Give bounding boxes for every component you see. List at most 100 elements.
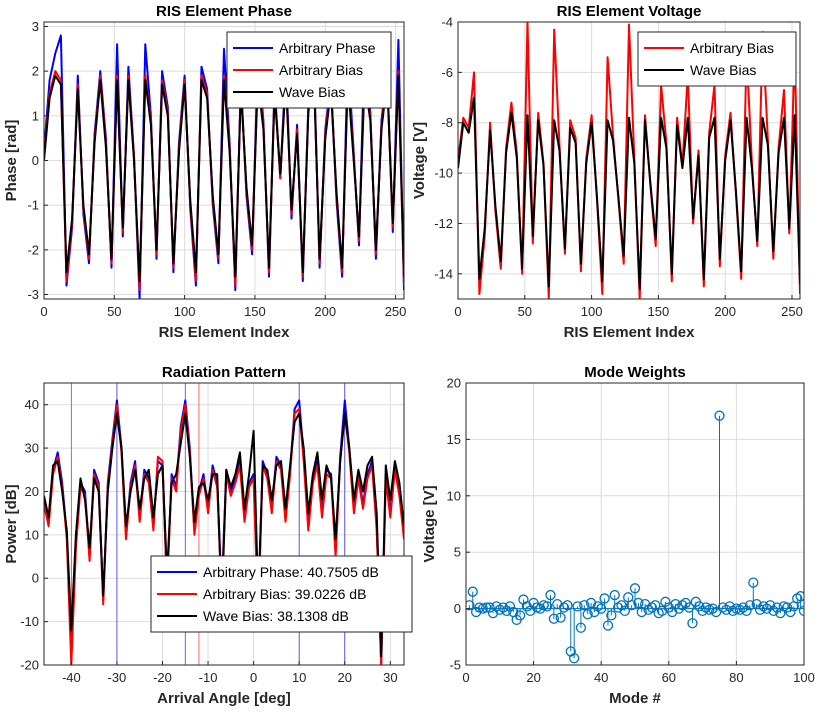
modes-marker-88 (761, 603, 772, 614)
modes-marker-12 (504, 601, 516, 612)
phase-ytick-label-6: 3 (32, 19, 39, 34)
radiation-xtick-label-4: 0 (250, 670, 257, 685)
modes-marker-84 (748, 577, 759, 588)
phase-xlabel: RIS Element Index (159, 324, 291, 341)
voltage-ytick-label-1: -12 (434, 216, 453, 231)
voltage-series-1 (458, 96, 800, 290)
voltage-legend-box (637, 31, 797, 87)
radiation-ytick-label-5: 30 (25, 441, 39, 456)
modes-marker-69 (697, 605, 708, 617)
modes-ytick-label-0: -5 (449, 658, 461, 673)
phase-ytick-label-5: 2 (32, 64, 39, 79)
radiation-legend-label-2: Wave Bias: 38.1308 dB (203, 608, 349, 624)
modes-marker-49 (629, 583, 641, 594)
voltage-chart: 0 50 100 150 200 250 -14 -12 -10 -8 -6 -4 RIS Elemen… (411, 3, 803, 341)
modes-marker-89 (765, 600, 776, 611)
modes-xtick-label-4: 80 (729, 670, 743, 685)
voltage-xtick-label-0: 0 (454, 304, 461, 319)
voltage-ytick-label-3: -8 (441, 115, 453, 130)
modes-marker-41 (602, 620, 614, 631)
modes-marker-58 (660, 596, 671, 607)
voltage-axes-frame (457, 21, 801, 300)
voltage-xtick-label-3: 150 (648, 304, 670, 319)
modes-title: Mode Weights (584, 364, 685, 381)
modes-marker-95 (785, 606, 796, 618)
modes-ytick-label-1: 0 (454, 601, 461, 616)
voltage-legend-label-1: Wave Bias (690, 62, 756, 78)
modes-marker-90 (768, 605, 779, 617)
modes-marker-1 (467, 586, 478, 597)
radiation-ytick-label-6: 40 (25, 397, 39, 412)
voltage-xtick-label-1: 50 (518, 304, 532, 319)
modes-marker-42 (606, 610, 617, 621)
radiation-xtick-label-1: -30 (108, 670, 127, 685)
phase-legend-label-0: Arbitrary Phase (279, 40, 376, 56)
voltage-xlabel: RIS Element Index (564, 324, 696, 341)
modes-ylabel: Voltage [V] (421, 485, 438, 562)
phase-ytick-label-2: -1 (27, 198, 39, 213)
modes-marker-66 (687, 618, 698, 629)
phase-xtick-label-3: 150 (244, 304, 266, 319)
modes-marker-21 (535, 603, 546, 614)
modes-ytick-label-5: 20 (447, 376, 461, 391)
modes-marker-25 (548, 613, 560, 624)
modes-marker-81 (738, 602, 749, 613)
modes-marker-23 (541, 601, 553, 612)
modes-marker-0 (466, 600, 475, 611)
modes-marker-39 (596, 603, 607, 614)
phase-legend-label-1: Arbitrary Bias (279, 62, 363, 78)
voltage-xtick-label-4: 200 (714, 304, 736, 319)
modes-marker-15 (514, 610, 526, 621)
radiation-chart: -40 -30 -20 -10 0 10 20 30 -20 -10 0 10 20 30 40 Radiat… (3, 364, 413, 707)
voltage-ytick-label-0: -14 (434, 266, 453, 281)
modes-ytick-label-2: 5 (454, 545, 461, 560)
modes-marker-43 (609, 589, 620, 601)
modes-marker-46 (619, 605, 631, 617)
modes-marker-35 (582, 609, 593, 620)
phase-xtick-label-5: 250 (385, 304, 407, 319)
modes-ytick-label-3: 10 (447, 488, 461, 503)
phase-legend-label-2: Wave Bias (279, 84, 345, 100)
modes-marker-72 (707, 603, 718, 614)
modes-marker-85 (751, 598, 762, 610)
modes-marker-34 (579, 600, 590, 611)
modes-marker-50 (633, 597, 644, 609)
voltage-ylabel: Voltage [V] (411, 122, 428, 199)
modes-ytick-label-4: 15 (447, 432, 461, 447)
modes-marker-40 (599, 593, 610, 604)
voltage-data (458, 22, 800, 299)
modes-marker-32 (572, 601, 583, 612)
phase-title: RIS Element Phase (156, 3, 292, 20)
radiation-xtick-label-6: 20 (338, 670, 352, 685)
radiation-ytick-label-4: 20 (25, 484, 39, 499)
phase-xtick-label-2: 100 (174, 304, 196, 319)
modes-marker-27 (555, 612, 566, 623)
modes-marker-82 (741, 605, 752, 617)
modes-plot-area (466, 383, 804, 665)
radiation-xtick-label-2: -20 (153, 670, 172, 685)
modes-marker-76 (721, 604, 732, 615)
modes-marker-45 (616, 600, 627, 611)
voltage-legend: Arbitrary Bias Wave Bias (637, 31, 797, 87)
voltage-ytick-label-2: -10 (434, 166, 453, 181)
phase-ytick-label-3: 0 (32, 153, 39, 168)
modes-marker-6 (484, 602, 495, 613)
voltage-legend-label-0: Arbitrary Bias (690, 40, 774, 56)
modes-marker-5 (481, 602, 492, 613)
modes-marker-99 (798, 605, 804, 617)
phase-ytick-label-4: 1 (32, 108, 39, 123)
voltage-ytick-label-4: -6 (441, 65, 453, 80)
radiation-series-2 (44, 412, 404, 658)
phase-ytick-label-1: -2 (27, 242, 39, 257)
modes-marker-48 (626, 600, 637, 611)
modes-marker-65 (683, 602, 695, 613)
radiation-legend-label-1: Arbitrary Bias: 39.0226 dB (203, 586, 366, 602)
radiation-xtick-label-7: 30 (383, 670, 397, 685)
radiation-ytick-label-0: -20 (20, 658, 39, 673)
modes-marker-31 (569, 653, 580, 664)
modes-marker-8 (491, 601, 502, 612)
voltage-title: RIS Element Voltage (557, 3, 702, 20)
radiation-xtick-label-3: -10 (199, 670, 218, 685)
phase-legend: Arbitrary Phase Arbitrary Bias Wave Bias (226, 31, 392, 109)
